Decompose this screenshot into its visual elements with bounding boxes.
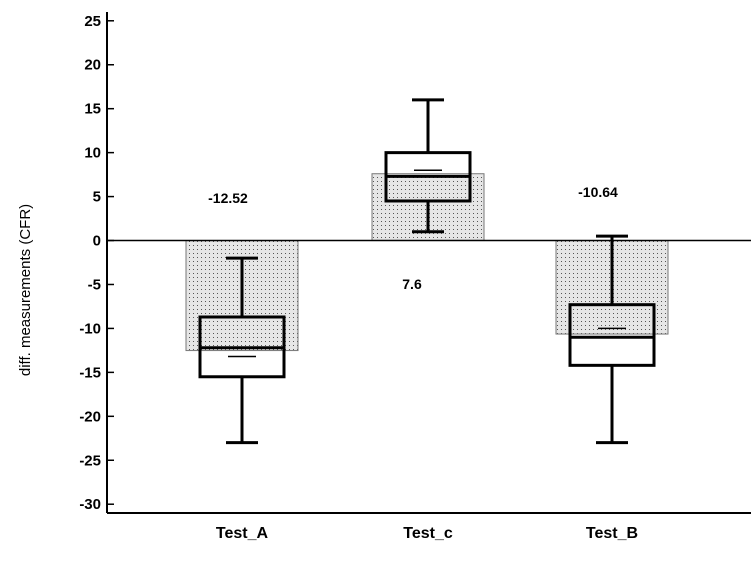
- y-tick-label: 25: [84, 13, 101, 30]
- x-category-label: Test_A: [216, 525, 269, 542]
- y-tick-label: 20: [84, 57, 101, 74]
- y-tick-label: 15: [84, 101, 101, 118]
- y-tick-label: -10: [79, 320, 101, 337]
- boxplots-layer: [198, 98, 656, 445]
- x-category-labels: Test_A Test_c Test_B: [216, 525, 638, 542]
- y-tick-label: -20: [79, 408, 101, 425]
- value-label: 7.6: [402, 276, 422, 292]
- box-iqr: [568, 303, 656, 367]
- y-tick-label: -15: [79, 364, 101, 381]
- y-ticks: 25 20 15 10 5 0 -5 -10 -15 -20 -25 -30: [79, 13, 114, 513]
- y-tick-label: -5: [88, 276, 101, 293]
- y-tick-label: 0: [93, 233, 101, 250]
- y-tick-label: -25: [79, 452, 101, 469]
- value-label: -10.64: [578, 184, 618, 200]
- x-category-label: Test_B: [586, 525, 638, 542]
- value-labels: -12.52 7.6 -10.64: [208, 184, 618, 292]
- x-category-label: Test_c: [403, 525, 453, 542]
- y-axis-title: diff. measurements (CFR): [17, 204, 34, 376]
- y-tick-label: 10: [84, 145, 101, 162]
- y-tick-label: -30: [79, 496, 101, 513]
- y-tick-label: 5: [93, 189, 101, 206]
- value-label: -12.52: [208, 190, 248, 206]
